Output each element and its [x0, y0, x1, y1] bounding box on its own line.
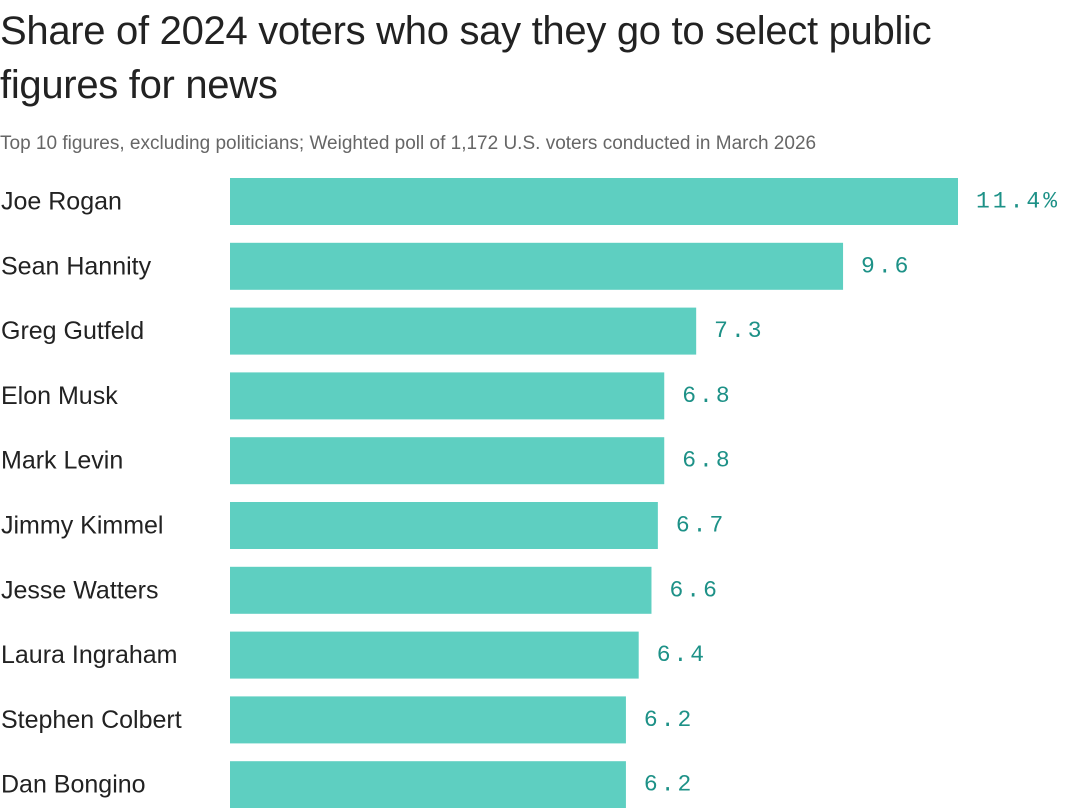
value-label: 6.2	[644, 707, 694, 733]
value-label: 6.6	[669, 577, 719, 603]
bar-mark-levin	[230, 437, 665, 485]
bar-greg-gutfeld	[230, 307, 697, 355]
bar-laura-ingraham	[230, 631, 639, 679]
value-label: 6.8	[682, 383, 732, 409]
category-label: Mark Levin	[1, 447, 123, 475]
bar-jesse-watters	[230, 566, 652, 614]
bar-dan-bongino	[230, 761, 626, 808]
value-label: 6.7	[676, 513, 726, 539]
bar-elon-musk	[230, 372, 665, 420]
category-label: Jesse Watters	[1, 576, 158, 604]
value-label: 6.8	[682, 448, 732, 474]
category-label: Greg Gutfeld	[1, 317, 144, 345]
category-label: Elon Musk	[1, 382, 118, 410]
category-label: Joe Rogan	[1, 188, 122, 216]
bar-joe-rogan	[230, 178, 958, 225]
value-label: 7.3	[714, 318, 764, 344]
bar-stephen-colbert	[230, 696, 626, 744]
chart-title: Share of 2024 voters who say they go to …	[0, 9, 932, 107]
category-label: Laura Ingraham	[1, 641, 178, 669]
value-label: 9.6	[861, 253, 911, 279]
category-label: Dan Bongino	[1, 771, 146, 799]
value-label: 6.4	[657, 642, 707, 668]
value-label: 6.2	[644, 772, 694, 798]
category-labels: Joe Rogan Sean Hannity Greg Gutfeld Elon Mu…	[1, 188, 182, 799]
bar-sean-hannity	[230, 242, 844, 290]
value-label: 11.4%	[976, 189, 1060, 215]
chart-subtitle: Top 10 figures, excluding politicians; W…	[0, 133, 817, 154]
value-labels: 11.4% 9.6 7.3 6.8 6.8 6.7 6.6 6.4 6.2 6.2	[644, 189, 1060, 798]
category-label: Stephen Colbert	[1, 706, 182, 734]
category-label: Jimmy Kimmel	[1, 512, 164, 540]
category-label: Sean Hannity	[1, 252, 152, 280]
bar-jimmy-kimmel	[230, 502, 658, 549]
bars-group	[230, 178, 958, 808]
